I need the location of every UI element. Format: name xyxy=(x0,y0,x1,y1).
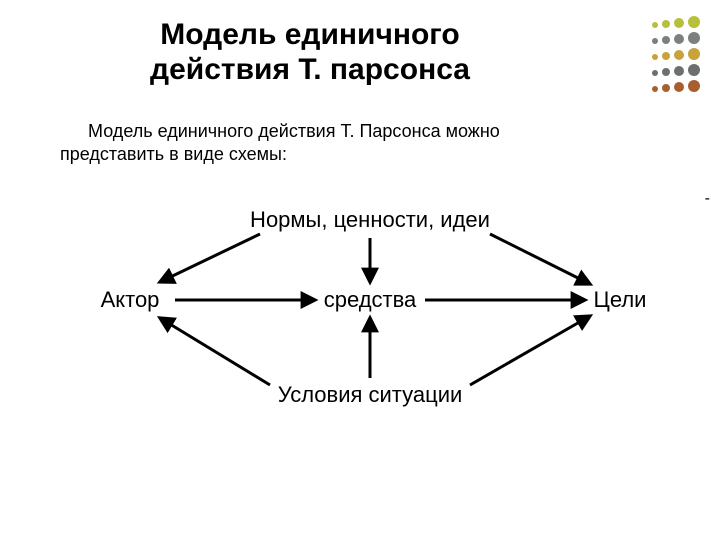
decor-dots xyxy=(650,14,702,94)
diagram-node-mid: средства xyxy=(324,287,417,313)
diagram-node-top: Нормы, ценности, идеи xyxy=(250,207,490,233)
subtitle-line-1: Модель единичного действия Т. Парсонса м… xyxy=(88,121,500,141)
title-line-1: Модель единичного xyxy=(160,18,460,51)
diagram-node-left: Актор xyxy=(101,287,160,313)
edge-top-right xyxy=(490,234,590,284)
edge-bottom-left xyxy=(160,318,270,385)
diagram-container: Нормы, ценности, идеи Актор средства Цели Ус… xyxy=(60,190,680,470)
edge-bottom-right xyxy=(470,316,590,385)
diagram-node-bottom: Условия ситуации xyxy=(278,382,463,408)
subtitle: Модель единичного действия Т. Парсонса м… xyxy=(60,120,620,167)
diagram-node-right: Цели xyxy=(594,287,647,313)
edge-top-left xyxy=(160,234,260,282)
stray-dash: - xyxy=(705,190,710,208)
subtitle-line-2: представить в виде схемы: xyxy=(60,144,287,164)
title-line-2: действия Т. парсонса xyxy=(150,53,470,86)
page-title: Модель единичного действия Т. парсонса xyxy=(60,18,560,87)
